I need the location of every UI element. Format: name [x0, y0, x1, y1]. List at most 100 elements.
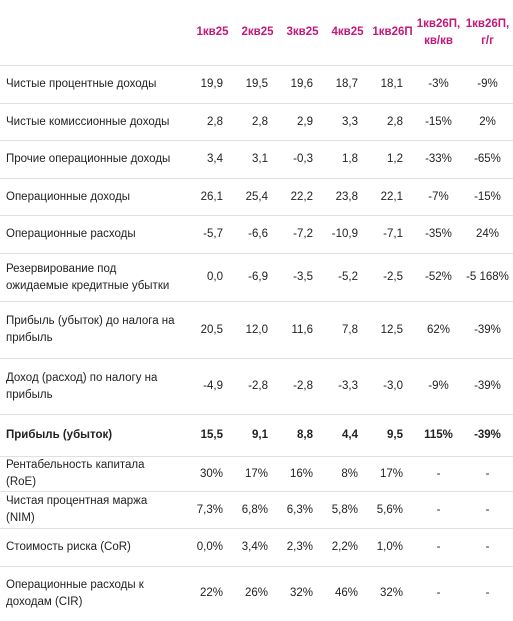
cell-value: 3,1 [235, 140, 280, 179]
cell-value: -15% [415, 103, 462, 141]
cell-value: 11,6 [280, 301, 325, 359]
cell-value: 9,5 [370, 414, 415, 457]
header-empty [0, 0, 190, 66]
cell-value: 7,3% [190, 491, 235, 529]
table-row: Прибыль (убыток) до налога на прибыль 20,… [0, 301, 513, 359]
row-label: Чистая процентная маржа (NIM) [0, 491, 190, 529]
cell-value: 19,9 [190, 65, 235, 104]
table-row: Операционные расходы к доходам (CIR) 22% 2… [0, 566, 513, 621]
cell-value: 0,0% [190, 528, 235, 567]
row-label: Стоимость риска (CoR) [0, 528, 190, 567]
cell-value: - [415, 528, 462, 567]
cell-value: 18,1 [370, 65, 415, 104]
cell-value: -39% [462, 414, 513, 457]
cell-value: 16% [280, 456, 325, 492]
cell-value: 2,3% [280, 528, 325, 567]
cell-value: -9% [462, 65, 513, 104]
cell-value: 32% [280, 566, 325, 621]
cell-value: 2,8 [370, 103, 415, 141]
cell-value: 115% [415, 414, 462, 457]
cell-value: 5,8% [325, 491, 370, 529]
table-row: Доход (расход) по налогу на прибыль -4,9-… [0, 358, 513, 415]
row-label: Рентабельность капитала (RoE) [0, 456, 190, 492]
cell-value: -3% [415, 65, 462, 104]
cell-value: -4,9 [190, 358, 235, 415]
cell-value: 17% [235, 456, 280, 492]
cell-value: - [415, 566, 462, 621]
cell-value: -2,8 [235, 358, 280, 415]
cell-value: 3,4% [235, 528, 280, 567]
table-row: Резервирование под ожидаемые кредитные у… [0, 253, 513, 302]
cell-value: 3,4 [190, 140, 235, 179]
column-header: 4кв25 [331, 26, 364, 38]
cell-value: -5,7 [190, 215, 235, 254]
cell-value: 32% [370, 566, 415, 621]
cell-value: -3,5 [280, 253, 325, 302]
cell-value: -35% [415, 215, 462, 254]
cell-value: 19,6 [280, 65, 325, 104]
cell-value: 2,8 [235, 103, 280, 141]
cell-value: 23,8 [325, 178, 370, 216]
cell-value: - [415, 491, 462, 529]
cell-value: 20,5 [190, 301, 235, 359]
cell-value: 2,8 [190, 103, 235, 141]
cell-value: - [415, 456, 462, 492]
cell-value: -65% [462, 140, 513, 179]
cell-value: -3,0 [370, 358, 415, 415]
table-body: Чистые процентные доходы 19,9 19,5 19,6 18,7… [0, 65, 513, 621]
row-label: Прочие операционные доходы [0, 140, 190, 179]
cell-value: -2,8 [280, 358, 325, 415]
cell-value: - [462, 566, 513, 621]
cell-value: 2,2% [325, 528, 370, 567]
cell-value: -7% [415, 178, 462, 216]
cell-value: 1,2 [370, 140, 415, 179]
table-row: Операционные доходы 26,1 25,4 22,2 23,8 22,1-… [0, 178, 513, 216]
cell-value: 22,2 [280, 178, 325, 216]
cell-value: - [462, 456, 513, 492]
cell-value: 2% [462, 103, 513, 141]
cell-value: 6,8% [235, 491, 280, 529]
cell-value: -9% [415, 358, 462, 415]
cell-value: -6,6 [235, 215, 280, 254]
cell-value: -7,2 [280, 215, 325, 254]
table-row: Рентабельность капитала (RoE) 30% 17% 16% 8%… [0, 456, 513, 492]
cell-value: 3,3 [325, 103, 370, 141]
column-header: 3кв25 [286, 26, 319, 38]
cell-value: 17% [370, 456, 415, 492]
row-label: Чистые комиссионные доходы [0, 103, 190, 141]
cell-value: 18,7 [325, 65, 370, 104]
row-label: Операционные доходы [0, 178, 190, 216]
cell-value: 19,5 [235, 65, 280, 104]
cell-value: -10,9 [325, 215, 370, 254]
cell-value: 22,1 [370, 178, 415, 216]
table-row: Чистые процентные доходы 19,9 19,5 19,6 18,7… [0, 65, 513, 104]
table-row: Прибыль (убыток) 15,5 9,1 8,8 4,4 9,5 115% -39% [0, 414, 513, 457]
table-row: Стоимость риска (CoR) 0,0% 3,4% 2,3% 2,2% 1,0… [0, 528, 513, 567]
cell-value: -39% [462, 358, 513, 415]
cell-value: 8% [325, 456, 370, 492]
cell-value: -5 168% [462, 253, 513, 302]
cell-value: 12,0 [235, 301, 280, 359]
cell-value: 22% [190, 566, 235, 621]
cell-value: 4,4 [325, 414, 370, 457]
cell-value: 5,6% [370, 491, 415, 529]
cell-value: 15,5 [190, 414, 235, 457]
cell-value: - [462, 491, 513, 529]
cell-value: -15% [462, 178, 513, 216]
cell-value: 8,8 [280, 414, 325, 457]
row-label: Доход (расход) по налогу на прибыль [0, 358, 190, 415]
cell-value: 1,8 [325, 140, 370, 179]
cell-value: 2,9 [280, 103, 325, 141]
header-row: 1кв25 2кв25 3кв25 4кв25 1кв26П 1кв26П, кв/кв 1… [0, 0, 513, 66]
cell-value: -5,2 [325, 253, 370, 302]
cell-value: 46% [325, 566, 370, 621]
cell-value: -33% [415, 140, 462, 179]
cell-value: 25,4 [235, 178, 280, 216]
cell-value: 0,0 [190, 253, 235, 302]
cell-value: -2,5 [370, 253, 415, 302]
column-header: 1кв26П [372, 26, 413, 38]
cell-value: -0,3 [280, 140, 325, 179]
table-row: Прочие операционные доходы 3,4 3,1 -0,3 1,8 1… [0, 140, 513, 179]
